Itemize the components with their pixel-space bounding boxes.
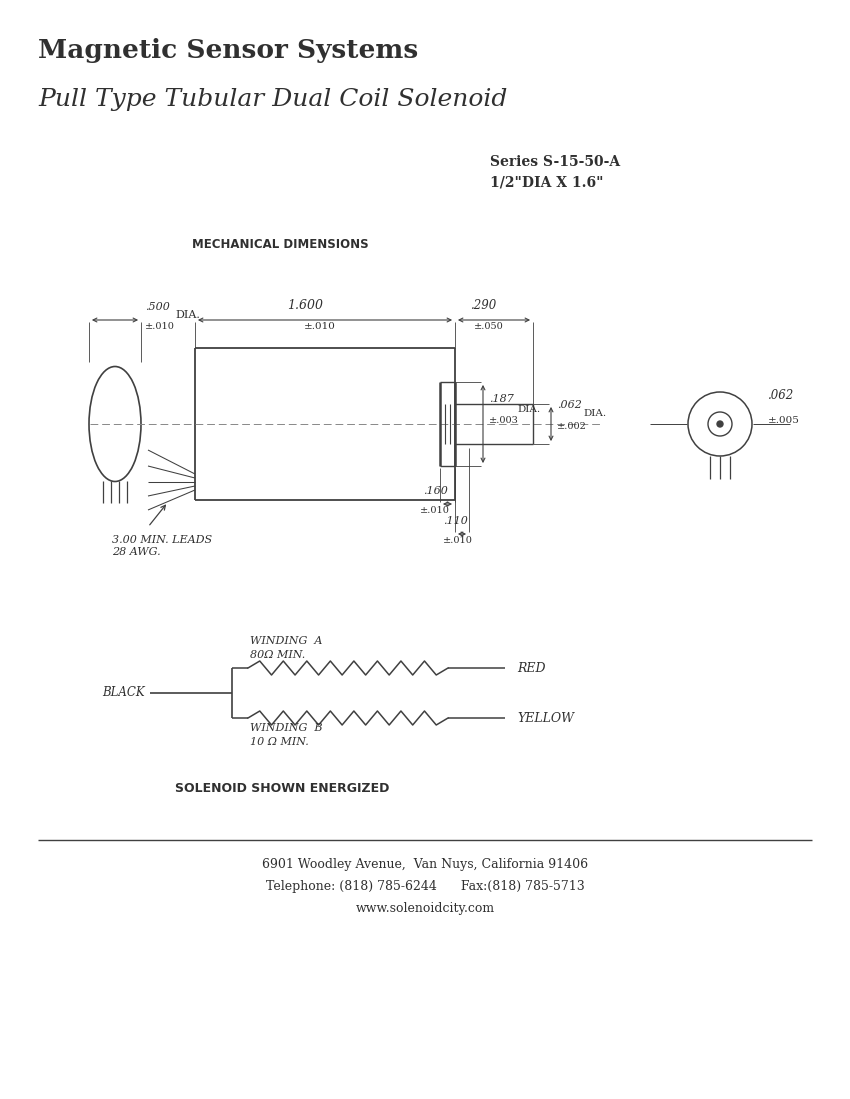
Text: Series S-15-50-A: Series S-15-50-A (490, 155, 620, 169)
Text: .110: .110 (443, 517, 468, 526)
Text: 3.00 MIN. LEADS
28 AWG.: 3.00 MIN. LEADS 28 AWG. (112, 535, 212, 556)
Text: RED: RED (517, 662, 546, 675)
Text: BLACK: BLACK (102, 687, 145, 699)
Text: ±.050: ±.050 (474, 322, 504, 331)
Text: .062: .062 (768, 389, 794, 402)
Text: DIA.: DIA. (517, 404, 540, 413)
Text: 80Ω MIN.: 80Ω MIN. (250, 650, 305, 660)
Text: .187: .187 (489, 395, 514, 404)
Text: .062: .062 (557, 400, 582, 410)
Text: ±.010: ±.010 (145, 322, 175, 331)
Text: Magnetic Sensor Systems: Magnetic Sensor Systems (38, 38, 418, 63)
Text: .500: .500 (145, 302, 170, 312)
Text: ±.010: ±.010 (420, 506, 450, 515)
Text: DIA.: DIA. (175, 310, 200, 320)
Text: www.solenoidcity.com: www.solenoidcity.com (355, 902, 495, 915)
Text: WINDING  A: WINDING A (250, 636, 322, 646)
Text: MECHANICAL DIMENSIONS: MECHANICAL DIMENSIONS (192, 238, 368, 251)
Text: 1/2"DIA X 1.6": 1/2"DIA X 1.6" (490, 176, 604, 190)
Text: 10 Ω MIN.: 10 Ω MIN. (250, 737, 309, 747)
Text: ±.003: ±.003 (489, 417, 518, 425)
Text: 6901 Woodley Avenue,  Van Nuys, California 91406: 6901 Woodley Avenue, Van Nuys, Californi… (262, 858, 588, 872)
Text: WINDING  B: WINDING B (250, 723, 322, 733)
Text: SOLENOID SHOWN ENERGIZED: SOLENOID SHOWN ENERGIZED (175, 782, 389, 795)
Text: DIA.: DIA. (583, 410, 606, 419)
Text: .290: .290 (471, 299, 497, 312)
Text: YELLOW: YELLOW (517, 711, 574, 724)
Circle shape (717, 421, 723, 428)
Text: ±.005: ±.005 (768, 417, 800, 425)
Text: 1.600: 1.600 (287, 299, 323, 312)
Text: ±.010: ±.010 (443, 536, 473, 545)
Text: Pull Type Tubular Dual Coil Solenoid: Pull Type Tubular Dual Coil Solenoid (38, 88, 507, 111)
Text: .160: .160 (422, 486, 447, 496)
Text: ±.002: ±.002 (557, 422, 586, 431)
Text: ±.010: ±.010 (304, 322, 336, 331)
Text: Telephone: (818) 785-6244      Fax:(818) 785-5713: Telephone: (818) 785-6244 Fax:(818) 785-… (265, 880, 584, 893)
